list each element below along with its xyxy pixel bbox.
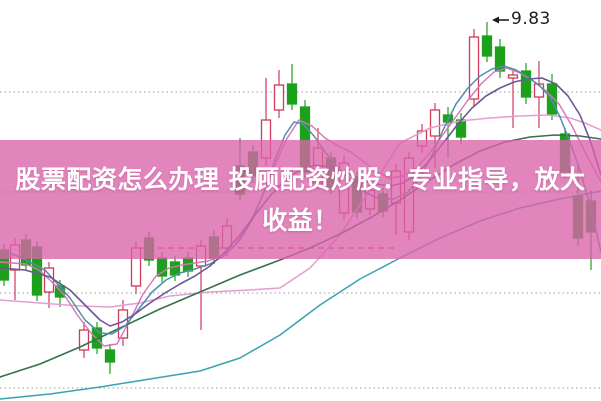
banner-title-line1: 股票配资怎么办理 投顾配资炒股：专业指导，放大 bbox=[15, 164, 586, 194]
arrow-head bbox=[492, 16, 499, 24]
candle bbox=[273, 70, 285, 118]
candle-body-down bbox=[520, 70, 532, 98]
candle-body-up bbox=[468, 36, 480, 100]
price-high-label: 9.83 bbox=[511, 9, 551, 29]
candle-body-down bbox=[455, 119, 467, 138]
candle-body-down bbox=[169, 261, 181, 276]
candle bbox=[43, 262, 55, 308]
candle-body-down bbox=[546, 83, 558, 115]
candle-body-up bbox=[273, 84, 285, 111]
candle bbox=[533, 61, 545, 128]
candle bbox=[104, 344, 116, 374]
candle bbox=[286, 64, 298, 110]
price-arrow-icon bbox=[492, 16, 509, 24]
ma-magenta-line bbox=[0, 67, 601, 347]
candle bbox=[507, 69, 519, 128]
candle bbox=[520, 63, 532, 104]
candle bbox=[494, 39, 506, 78]
candle-body-down bbox=[91, 327, 103, 349]
candle-body-down bbox=[481, 35, 493, 57]
candle bbox=[91, 322, 103, 354]
candle bbox=[481, 22, 493, 62]
candle bbox=[468, 29, 480, 106]
candle-body-up bbox=[507, 74, 519, 79]
candle-body-down bbox=[494, 46, 506, 72]
candle-body-up bbox=[78, 329, 90, 351]
candle bbox=[78, 322, 90, 358]
candle-body-down bbox=[156, 257, 168, 277]
candle-body-up bbox=[429, 109, 441, 137]
candle-body-down bbox=[286, 83, 298, 105]
promo-banner[interactable]: 股票配资怎么办理 投顾配资炒股：专业指导，放大 收益！ bbox=[0, 140, 601, 259]
candle-body-down bbox=[104, 349, 116, 363]
banner-title-line2: 收益！ bbox=[262, 205, 339, 235]
